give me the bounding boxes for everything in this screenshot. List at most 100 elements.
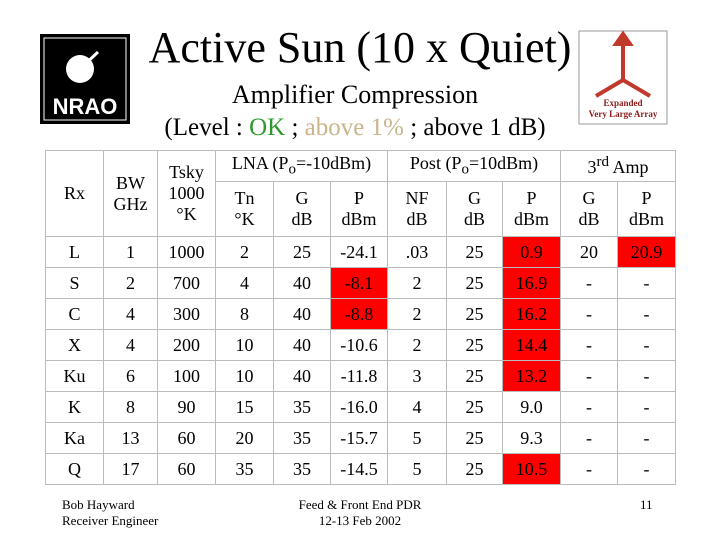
table-cell: 5 <box>387 422 448 454</box>
header-text: dBm <box>629 209 665 229</box>
table-cell: 2 <box>387 329 448 361</box>
header-text: dB <box>291 209 313 229</box>
table-row: C 4 300 8 40 -8.8 2 25 16.2- - <box>45 298 677 330</box>
table-cell: 25 <box>446 422 504 454</box>
table-cell: K <box>45 391 104 423</box>
header-cell: Tn °K <box>215 181 274 237</box>
table-cell: 25 <box>273 236 331 268</box>
table-cell: 14.4 <box>502 329 562 361</box>
table-cell: 13 <box>103 422 158 454</box>
table-cell: 25 <box>446 298 504 330</box>
table-cell: -10.6 <box>329 329 389 361</box>
table-cell: 25 <box>446 453 504 485</box>
group-text: 3 <box>587 157 597 177</box>
group-text: LNA (P <box>231 153 289 174</box>
footer-text: Receiver Engineer <box>62 513 159 528</box>
table-cell: 40 <box>273 360 331 392</box>
group-cell: Post (Po=10dBm) <box>387 150 562 182</box>
header-text: P <box>354 188 365 208</box>
table-cell: 60 <box>157 453 216 485</box>
legend-ok: OK <box>249 114 286 141</box>
table-cell: - <box>560 453 619 485</box>
group-cell: LNA (Po=-10dBm) <box>214 150 389 182</box>
legend-text: (Level : <box>164 114 250 141</box>
table-cell: -24.1 <box>329 236 389 268</box>
table-cell: 25 <box>446 236 504 268</box>
header-cell: NF dB <box>387 181 448 237</box>
table-cell: -8.1 <box>329 267 389 299</box>
table-cell: 20.9 <box>617 236 677 268</box>
footer-author: Bob Hayward Receiver Engineer <box>62 497 158 529</box>
title: Active Sun (10 x Quiet) <box>148 23 572 72</box>
table-cell: 10.5 <box>502 453 562 485</box>
table-cell: 8 <box>103 391 158 423</box>
table-cell: 2 <box>387 298 448 330</box>
table-cell: - <box>560 298 619 330</box>
logo-text: Expanded <box>603 98 642 108</box>
table-cell: 1 <box>103 236 158 268</box>
evla-logo: Expanded Very Large Array <box>578 30 668 125</box>
table-cell: 4 <box>103 329 158 361</box>
header-text: °K <box>176 204 197 224</box>
table-cell: - <box>617 298 677 330</box>
table-cell: 5 <box>387 453 448 485</box>
table-cell: Ka <box>45 422 104 454</box>
table-cell: -11.8 <box>329 360 389 392</box>
table-cell: -14.5 <box>329 453 389 485</box>
header-text: G <box>295 188 309 208</box>
table-cell: 16.2 <box>502 298 562 330</box>
footer-text: 12-13 Feb 2002 <box>318 513 402 528</box>
table-cell: 2 <box>215 236 274 268</box>
header-cell: Rx <box>45 150 104 237</box>
table-cell: -8.8 <box>329 298 389 330</box>
table-row: S 2 700 4 40 -8.1 2 25 16.9- - <box>45 267 677 299</box>
group-text: =-10dBm) <box>295 153 372 174</box>
subtitle: Amplifier Compression <box>231 80 479 109</box>
table-cell: 6 <box>103 360 158 392</box>
table-row: K 8 90 15 35 -16.0 4 25 9.0- - <box>45 391 677 423</box>
table-row: Q 17 60 35 35 -14.5 5 25 10.5- - <box>45 453 677 485</box>
table-cell: C <box>45 298 104 330</box>
table-cell: 35 <box>273 422 331 454</box>
header-text: dBm <box>514 209 550 229</box>
table-cell: 40 <box>273 267 331 299</box>
table-cell: 25 <box>446 391 504 423</box>
table-cell: - <box>617 360 677 392</box>
table-cell: Q <box>45 453 104 485</box>
header-text: dB <box>406 209 428 229</box>
table-cell: L <box>45 236 104 268</box>
table-cell: 20 <box>560 236 619 268</box>
table-cell: 100 <box>157 360 216 392</box>
table-cell: 13.2 <box>502 360 562 392</box>
group-text: Post (P <box>409 153 462 174</box>
table-cell: 16.9 <box>502 267 562 299</box>
legend-text: ; <box>285 114 305 141</box>
header-text: dBm <box>341 209 377 229</box>
table-cell: 700 <box>157 267 216 299</box>
footer-text: Bob Hayward <box>62 497 135 512</box>
table-cell: - <box>617 453 677 485</box>
table-cell: 200 <box>157 329 216 361</box>
table-cell: 17 <box>103 453 158 485</box>
table-cell: 15 <box>215 391 274 423</box>
table-cell: 2 <box>387 267 448 299</box>
header-text: NF <box>405 188 429 208</box>
table-cell: -16.0 <box>329 391 389 423</box>
table-row: X 4 200 10 40 -10.6 2 25 14.4- - <box>45 329 677 361</box>
table-cell: S <box>45 267 104 299</box>
table: Rx BW GHz Tsky 1000 °K LNA (Po=-10dBm) Post… <box>45 150 677 485</box>
table-cell: X <box>45 329 104 361</box>
group-text: o <box>461 161 469 178</box>
table-cell: - <box>617 267 677 299</box>
table-cell: 2 <box>103 267 158 299</box>
table-cell: 300 <box>157 298 216 330</box>
header-text: BW <box>116 172 145 193</box>
nrao-logo: NRAO <box>40 34 130 124</box>
table-cell: 35 <box>273 391 331 423</box>
table-cell: 10 <box>215 360 274 392</box>
